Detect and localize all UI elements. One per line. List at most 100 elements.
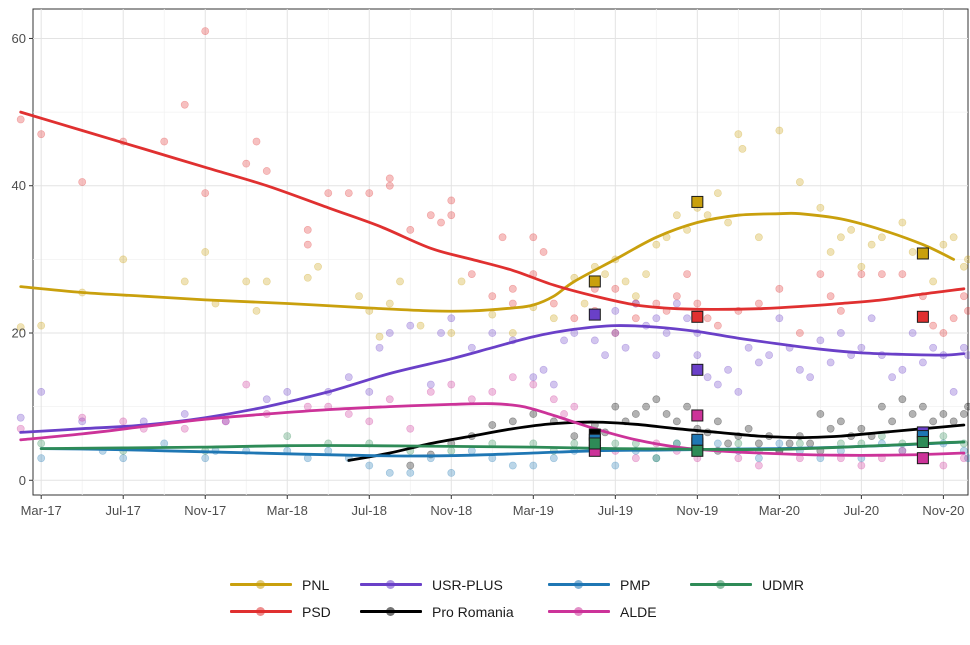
poll-point-pnl [488,310,497,319]
poll-point-usr-plus [724,365,732,374]
x-tick-label: Nov-18 [430,503,472,518]
poll-point-pro-romania [929,417,938,426]
poll-point-pmp [365,461,374,470]
poll-point-pmp [549,454,558,463]
poll-point-psd [262,167,271,175]
poll-point-usr-plus [775,314,784,323]
poll-point-alde [939,461,948,470]
poll-point-pnl [355,292,363,301]
poll-point-pnl [826,248,835,256]
poll-point-usr-plus [652,351,661,359]
poll-point-usr-plus [908,329,917,337]
poll-point-pnl [457,277,466,286]
poll-point-pnl [180,277,189,286]
x-tick-label: Nov-20 [922,503,964,518]
poll-point-pnl [703,211,712,220]
poll-point-pro-romania [642,402,650,411]
x-tick-label: Mar-17 [21,503,62,518]
poll-point-psd [929,321,938,330]
poll-point-udmr [570,439,579,448]
poll-point-usr-plus [703,373,712,382]
poll-point-psd [242,159,251,168]
poll-point-psd [508,284,517,293]
poll-point-psd [713,321,722,330]
x-tick-label: Jul-20 [844,503,879,518]
poll-point-usr-plus [611,329,620,337]
poll-point-usr-plus [529,373,538,382]
legend-label-udmr: UDMR [762,577,804,593]
poll-point-psd [488,292,497,301]
poll-point-usr-plus [488,329,497,337]
poll-point-psd [508,299,517,308]
legend-label-usr-plus: USR-PLUS [432,577,503,593]
poll-point-alde [570,402,579,411]
poll-point-psd [570,314,579,323]
poll-point-usr-plus [683,314,691,323]
poll-point-usr-plus [375,343,384,352]
poll-point-alde [508,373,517,382]
poll-point-pnl [877,233,886,242]
poll-point-pnl [447,329,456,337]
poll-point-udmr [652,454,661,463]
poll-point-usr-plus [283,388,292,396]
legend: PNL PSD USR-PLUS Pro Romania PMP ALDE UD… [230,573,850,633]
poll-point-pnl [652,240,661,249]
legend-label-psd: PSD [302,604,331,620]
poll-point-usr-plus [949,388,958,396]
x-tick-label: Jul-17 [106,503,141,518]
poll-point-psd [252,137,261,146]
legend-item-alde: ALDE [548,604,657,620]
poll-point-usr-plus [590,336,599,345]
poll-point-pmp [652,454,661,463]
poll-point-psd [836,307,845,315]
poll-point-alde [529,380,538,389]
result-marker-udmr [691,444,704,457]
poll-point-pnl [303,273,312,282]
poll-point-pnl [549,314,558,323]
poll-point-pnl [621,277,630,286]
poll-point-psd [964,307,970,315]
poll-point-usr-plus [734,388,743,396]
x-tick-label: Mar-19 [513,503,554,518]
poll-point-psd [426,211,435,220]
poll-point-psd [365,189,374,197]
x-tick-label: Jul-19 [598,503,633,518]
trend-line-udmr [39,440,966,451]
poll-point-pnl [939,240,948,249]
poll-point-psd [406,226,415,234]
poll-point-pro-romania [918,402,927,411]
poll-point-pro-romania [888,417,897,426]
poll-point-psd [857,270,866,278]
poll-point-pnl [375,332,384,341]
poll-point-pnl [964,255,970,264]
marker-layer [588,195,929,465]
poll-point-usr-plus [816,336,825,345]
result-marker-psd [691,310,704,323]
poll-point-alde [242,380,251,389]
poll-point-usr-plus [560,336,568,345]
result-marker-alde [916,452,929,465]
poll-point-pro-romania [806,439,815,448]
legend-swatch-pnl [230,578,292,592]
poll-point-usr-plus [918,358,927,367]
poll-point-usr-plus [385,329,394,337]
poll-point-psd [385,181,394,190]
poll-point-pmp [467,446,476,455]
poll-point-usr-plus [16,413,25,422]
x-tick-label: Mar-18 [267,503,308,518]
legend-item-usr-plus: USR-PLUS [360,577,503,593]
poll-point-psd [160,137,169,146]
poll-point-pro-romania [949,417,958,426]
poll-point-psd [324,189,333,197]
poll-point-pmp [508,461,517,470]
poll-point-usr-plus [765,351,774,359]
poll-point-alde [180,424,189,433]
poll-point-psd [775,284,784,293]
poll-point-pro-romania [964,402,970,411]
poll-point-pmp [406,469,415,477]
y-tick-label: 20 [12,326,26,341]
poll-point-psd [16,115,25,124]
poll-point-usr-plus [898,365,907,374]
poll-point-pro-romania [939,410,948,418]
poll-point-pnl [754,233,763,242]
